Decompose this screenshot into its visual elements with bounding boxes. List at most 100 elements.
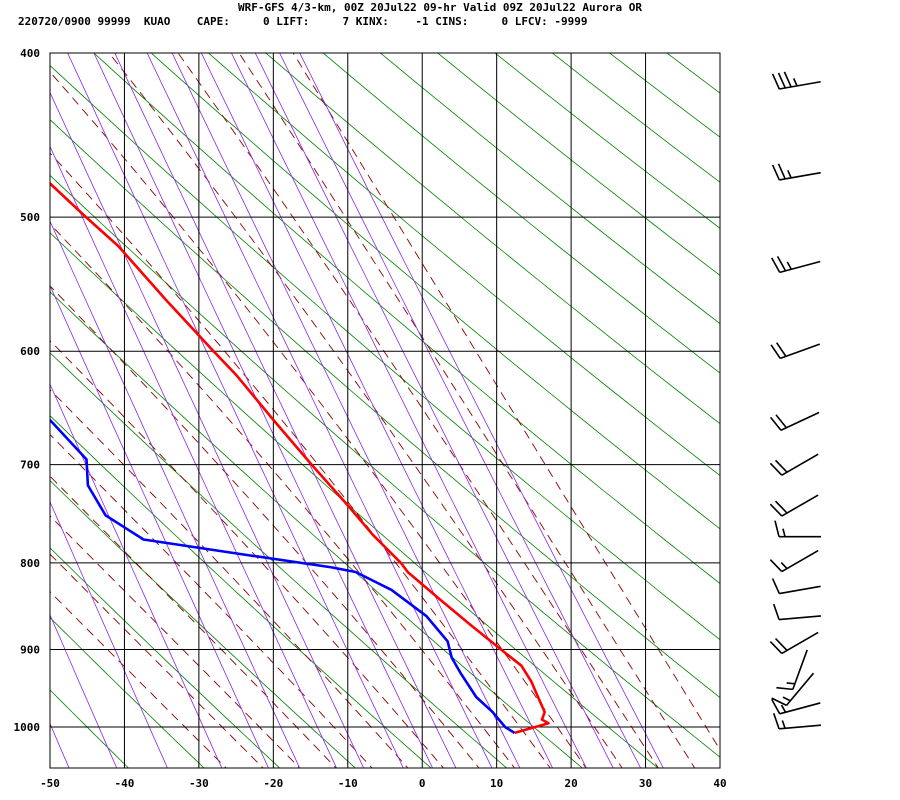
barb-shaft bbox=[779, 724, 821, 730]
barb-feather bbox=[774, 500, 788, 514]
mixing-ratio-line bbox=[50, 220, 301, 768]
mixing-ratio-line bbox=[50, 145, 337, 768]
y-tick-label: 400 bbox=[20, 47, 40, 60]
mixing-ratio-line bbox=[93, 53, 434, 768]
barb-feather bbox=[775, 414, 788, 429]
barb-half-feather bbox=[786, 682, 795, 685]
dewpoint-line bbox=[50, 418, 516, 735]
barb-shaft bbox=[781, 453, 819, 476]
dry-adiabat bbox=[50, 64, 720, 641]
wind-barb bbox=[769, 411, 820, 431]
x-tick-label: 40 bbox=[713, 777, 726, 790]
barb-half-feather bbox=[782, 528, 786, 537]
wind-barb bbox=[769, 549, 819, 573]
barb-feather bbox=[774, 459, 788, 473]
wind-barb bbox=[769, 494, 819, 517]
moist-adiabat bbox=[292, 53, 720, 751]
dry-adiabat bbox=[712, 44, 900, 781]
wind-barb bbox=[772, 603, 821, 621]
barb-half-feather bbox=[780, 704, 787, 713]
mixing-ratio-line bbox=[279, 53, 642, 768]
mixing-ratio-line bbox=[254, 53, 614, 768]
dry-adiabat bbox=[50, 291, 583, 768]
chart-title: WRF-GFS 4/3-km, 00Z 20Jul22 09-hr Valid … bbox=[238, 1, 642, 14]
barb-shaft bbox=[781, 631, 819, 655]
x-tick-label: 30 bbox=[639, 777, 652, 790]
stats-line: 220720/0900 99999 KUAO CAPE: 0 LIFT: 7 K… bbox=[18, 15, 588, 28]
dry-adiabat bbox=[265, 53, 720, 425]
dry-adiabat bbox=[93, 53, 720, 585]
mixing-ratio-line bbox=[50, 91, 365, 768]
barb-half-feather bbox=[787, 170, 792, 179]
x-tick-label: 10 bbox=[490, 777, 503, 790]
moist-adiabat bbox=[50, 71, 587, 768]
barb-feather bbox=[776, 342, 787, 357]
barb-feather bbox=[769, 462, 783, 476]
wind-barb bbox=[770, 342, 821, 360]
dry-adiabat bbox=[50, 119, 720, 699]
dry-adiabat bbox=[150, 53, 720, 530]
wind-barb bbox=[771, 672, 815, 707]
barb-feather bbox=[777, 163, 786, 180]
moist-adiabat bbox=[108, 53, 623, 768]
mixing-ratio-line bbox=[200, 53, 554, 768]
barb-shaft bbox=[779, 171, 821, 181]
dry-adiabat bbox=[769, 44, 900, 781]
barb-shaft bbox=[779, 260, 821, 274]
barb-shaft bbox=[785, 672, 815, 706]
mixing-ratio-line bbox=[171, 53, 521, 768]
wind-barb bbox=[771, 699, 821, 715]
profile-lines bbox=[50, 181, 550, 735]
grid bbox=[49, 52, 721, 768]
dry-adiabat bbox=[50, 415, 432, 768]
wind-barb bbox=[772, 712, 821, 730]
x-tick-label: -20 bbox=[263, 777, 283, 790]
barb-half-feather bbox=[781, 720, 786, 729]
x-tick-label: 0 bbox=[419, 777, 426, 790]
barb-half-feather bbox=[780, 562, 788, 570]
mixing-ratio-line bbox=[67, 53, 404, 768]
barb-feather bbox=[772, 712, 780, 730]
barb-half-feather bbox=[782, 696, 791, 702]
wind-barbs bbox=[769, 71, 821, 730]
wind-barb bbox=[771, 163, 821, 181]
mixing-ratio-line bbox=[50, 284, 269, 768]
x-tick-label: -40 bbox=[115, 777, 135, 790]
y-tick-label: 900 bbox=[20, 643, 40, 656]
barb-feather bbox=[771, 257, 781, 273]
dry-adiabat bbox=[494, 53, 720, 229]
barb-feather bbox=[771, 164, 781, 181]
barb-shaft bbox=[781, 549, 819, 573]
moist-adiabat bbox=[50, 553, 264, 768]
wind-barb bbox=[771, 578, 821, 595]
barb-shaft bbox=[779, 585, 821, 595]
y-tick-label: 700 bbox=[20, 459, 40, 472]
barb-half-feather bbox=[786, 261, 793, 270]
barb-feather bbox=[776, 255, 787, 272]
temperature-line bbox=[50, 181, 550, 735]
tick-labels: -50 -40 -30 -20 -10 0 10 20 30 40 400 500 600 700 800 9… bbox=[14, 47, 727, 790]
mixing-ratio-line bbox=[299, 53, 664, 768]
background-lines bbox=[50, 44, 900, 781]
moist-adiabat bbox=[238, 53, 696, 768]
moist-adiabat bbox=[50, 433, 373, 768]
moist-adiabat bbox=[50, 285, 480, 768]
barb-feather bbox=[774, 520, 780, 537]
barb-feather bbox=[769, 641, 783, 654]
moist-adiabat bbox=[177, 53, 659, 768]
dry-adiabat bbox=[50, 174, 720, 758]
barb-shaft bbox=[781, 494, 819, 517]
dry-adiabat bbox=[50, 617, 205, 768]
dry-adiabat bbox=[50, 232, 659, 768]
barb-shaft bbox=[780, 411, 820, 431]
x-tick-label: -30 bbox=[189, 777, 209, 790]
dry-adiabat bbox=[608, 53, 720, 138]
dry-adiabat bbox=[50, 689, 130, 768]
barb-shaft bbox=[779, 615, 821, 621]
barb-feather bbox=[770, 344, 781, 359]
dry-adiabat bbox=[379, 53, 720, 325]
barb-feather bbox=[769, 503, 783, 517]
barb-shaft bbox=[779, 343, 821, 360]
mixing-ratio-line bbox=[50, 500, 168, 768]
mixing-ratio-line bbox=[50, 613, 118, 768]
